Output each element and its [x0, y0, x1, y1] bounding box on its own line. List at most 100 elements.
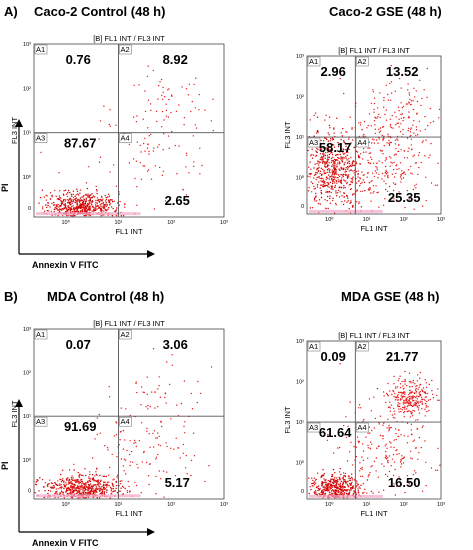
- event-dot: [411, 173, 413, 175]
- event-dot: [358, 407, 360, 409]
- event-dot: [410, 100, 413, 102]
- event-dot: [367, 447, 369, 449]
- event-dot: [326, 154, 329, 156]
- event-dot: [399, 375, 401, 377]
- event-dot: [316, 186, 319, 188]
- event-dot: [76, 492, 79, 494]
- event-dot: [353, 146, 355, 149]
- event-dot: [397, 122, 399, 124]
- event-dot: [353, 490, 355, 492]
- event-dot: [145, 406, 147, 408]
- event-dot: [329, 127, 331, 129]
- event-dot: [390, 161, 392, 163]
- quadrant-id: A3: [309, 138, 318, 147]
- event-dot: [421, 490, 424, 492]
- event-dot: [386, 427, 388, 429]
- event-dot: [349, 401, 351, 403]
- quadrant-value: 3.06: [163, 337, 188, 352]
- event-dot: [394, 183, 397, 185]
- event-dot: [192, 135, 194, 137]
- event-dot: [323, 492, 325, 495]
- event-dot: [89, 194, 91, 196]
- event-dot: [151, 391, 153, 393]
- event-dot: [45, 204, 47, 206]
- event-dot: [153, 446, 155, 448]
- plot-subtitle: [B] FL1 INT / FL3 INT: [338, 331, 410, 340]
- event-dot: [92, 206, 94, 208]
- event-dot: [398, 191, 400, 193]
- event-dot: [85, 193, 87, 195]
- event-dot: [122, 486, 125, 488]
- event-dot: [341, 200, 343, 203]
- plot-title-1: Caco-2 Control (48 h): [34, 4, 165, 19]
- event-dot: [185, 166, 187, 168]
- event-dot: [314, 493, 316, 495]
- event-dot: [353, 164, 355, 166]
- event-dot: [62, 199, 65, 202]
- event-dot: [333, 158, 336, 161]
- event-dot: [179, 457, 181, 459]
- event-dot: [82, 210, 84, 213]
- event-dot: [392, 182, 395, 184]
- event-dot: [65, 208, 68, 211]
- event-dot: [135, 121, 138, 123]
- event-dot: [346, 195, 349, 197]
- event-dot: [326, 181, 328, 184]
- event-dot: [333, 174, 335, 176]
- event-dot: [393, 198, 395, 200]
- event-dot: [114, 211, 117, 213]
- event-dot: [88, 477, 90, 480]
- event-dot: [95, 480, 97, 482]
- event-dot: [383, 144, 385, 147]
- event-dot: [120, 458, 123, 460]
- event-dot: [345, 157, 347, 160]
- event-dot: [175, 437, 177, 439]
- event-dot: [399, 131, 402, 133]
- event-dot: [391, 115, 393, 117]
- event-dot: [419, 394, 422, 397]
- event-dot: [112, 207, 114, 210]
- event-dot: [71, 490, 74, 493]
- event-dot: [379, 434, 382, 437]
- event-dot: [419, 377, 421, 379]
- event-dot: [182, 452, 184, 454]
- event-dot: [169, 383, 171, 386]
- event-dot: [417, 405, 419, 407]
- event-dot: [48, 210, 50, 212]
- event-dot: [368, 141, 371, 143]
- event-dot: [337, 162, 339, 164]
- event-dot: [309, 161, 311, 163]
- event-dot: [418, 412, 421, 414]
- event-dot: [104, 209, 107, 211]
- event-dot: [336, 481, 338, 483]
- event-dot: [389, 125, 392, 127]
- event-dot: [426, 67, 429, 70]
- event-dot: [340, 480, 343, 483]
- event-dot: [116, 492, 119, 494]
- event-dot: [404, 408, 406, 410]
- event-dot: [99, 432, 102, 434]
- event-dot: [331, 474, 333, 476]
- event-dot: [324, 157, 326, 159]
- event-dot: [318, 160, 320, 163]
- event-dot: [363, 148, 365, 150]
- event-dot: [312, 479, 314, 482]
- event-dot: [347, 485, 350, 488]
- event-dot: [331, 188, 333, 190]
- event-dot: [104, 194, 107, 197]
- event-dot: [201, 164, 203, 167]
- event-dot: [349, 487, 352, 489]
- event-dot: [148, 433, 150, 435]
- event-dot: [388, 139, 390, 142]
- event-dot: [334, 186, 336, 188]
- event-dot: [79, 490, 81, 492]
- baseline-band: [36, 494, 141, 498]
- event-dot: [409, 392, 411, 395]
- event-dot: [399, 399, 402, 401]
- event-dot: [408, 197, 410, 199]
- event-dot: [320, 139, 322, 142]
- event-dot: [54, 206, 56, 209]
- event-dot: [55, 207, 58, 210]
- event-dot: [317, 487, 320, 490]
- event-dot: [418, 407, 420, 409]
